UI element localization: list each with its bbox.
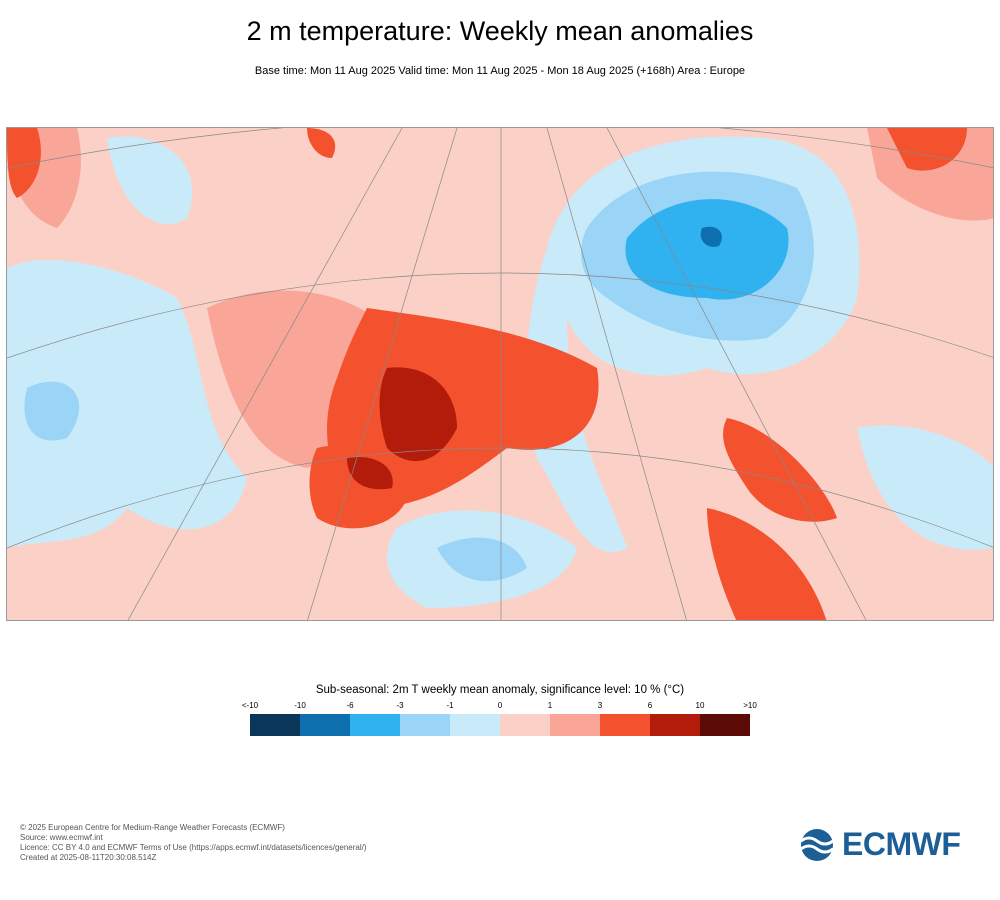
region-greenland-hot	[7, 128, 41, 198]
legend-label: -3	[396, 701, 404, 710]
page-title: 2 m temperature: Weekly mean anomalies	[246, 16, 754, 46]
legend-label: 3	[597, 701, 603, 710]
map-svg	[7, 128, 993, 620]
legend-label: 1	[547, 701, 553, 710]
copyright-text: © 2025 European Centre for Medium-Range …	[20, 823, 285, 832]
legend-swatch	[500, 714, 550, 736]
page-subtitle: Base time: Mon 11 Aug 2025 Valid time: M…	[254, 65, 746, 77]
region-svalbard-hot	[307, 128, 336, 158]
legend-label: -1	[446, 701, 454, 710]
legend-title: Sub-seasonal: 2m T weekly mean anomaly, …	[315, 684, 685, 696]
region-russia-coldest	[700, 226, 722, 247]
legend-swatch	[250, 714, 300, 736]
created-text: Created at 2025-08-11T20:30:08.514Z	[20, 853, 157, 862]
legend-label: <-10	[241, 701, 259, 710]
source-text: Source: www.ecmwf.int	[20, 833, 103, 842]
region-iberia-very-hot	[347, 457, 393, 490]
ecmwf-logo-text: ECMWF	[842, 826, 961, 862]
legend-swatch	[300, 714, 350, 736]
legend-label: -10	[294, 701, 306, 710]
legend-colorbar	[250, 714, 750, 736]
legend-label: 10	[695, 701, 705, 710]
region-atlantic-cooler	[24, 381, 80, 441]
legend-swatch	[600, 714, 650, 736]
legend-label: >10	[743, 701, 757, 710]
licence-text: Licence: CC BY 4.0 and ECMWF Terms of Us…	[20, 843, 367, 852]
legend-label: 6	[647, 701, 653, 710]
legend-label: -6	[346, 701, 354, 710]
legend-swatch	[400, 714, 450, 736]
region-arabia-hot	[707, 508, 827, 620]
legend-swatch	[650, 714, 700, 736]
legend-labels: <-10 -10 -6 -3 -1 0 1 3 6 10 >10	[242, 701, 757, 713]
region-siberia-warm	[867, 128, 993, 221]
footer: © 2025 European Centre for Medium-Range …	[20, 823, 367, 863]
ecmwf-logo: ECMWF	[795, 826, 961, 863]
anomaly-map[interactable]	[6, 127, 994, 621]
region-middle-east-hot	[723, 418, 837, 522]
legend-swatch	[700, 714, 750, 736]
region-france-very-hot	[379, 367, 457, 462]
legend-swatch	[350, 714, 400, 736]
legend-swatch	[450, 714, 500, 736]
region-north-atlantic-cool	[107, 136, 193, 225]
region-med-cooler	[437, 537, 527, 582]
region-siberia-hot	[887, 128, 967, 171]
graticule	[7, 128, 993, 620]
legend-swatch	[550, 714, 600, 736]
region-russia-cold	[625, 199, 789, 300]
region-atlantic-cool	[7, 259, 247, 548]
region-central-europe-hot	[327, 308, 599, 508]
region-central-asia-cool	[857, 425, 993, 550]
legend-label: 0	[497, 701, 503, 710]
ecmwf-logo-icon	[800, 828, 834, 861]
